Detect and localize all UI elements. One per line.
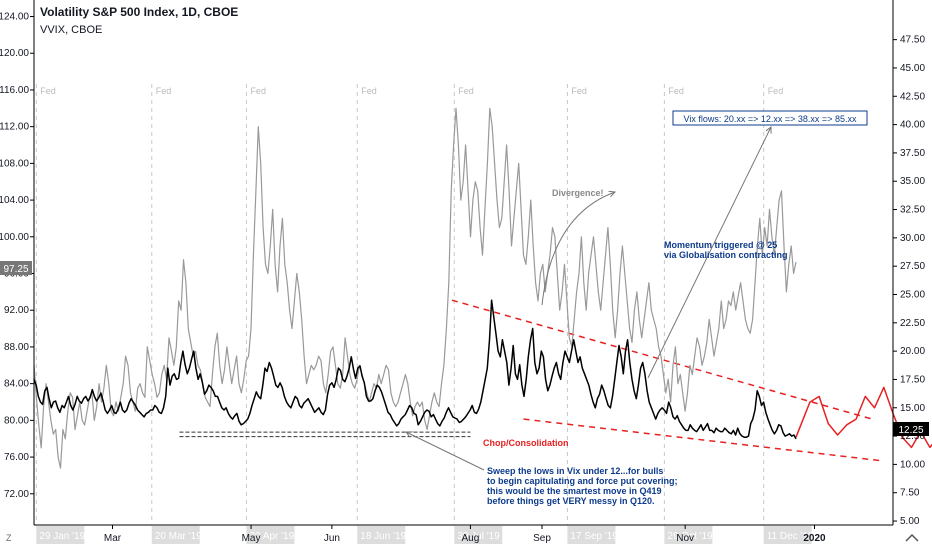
sweep-label-2: to begin capitulating and force put cove… (487, 476, 678, 486)
date-highlight-label: 29 Jan '19 (39, 531, 85, 542)
left-tick-label: 88.00 (4, 342, 29, 353)
trend-lines (179, 299, 884, 462)
right-tick-label: 15.00 (900, 403, 925, 414)
date-highlight-bg (246, 526, 295, 544)
x-tick-label: Jun (324, 533, 340, 544)
x-tick-label: Sep (533, 533, 551, 544)
divergence-label: Divergence! (552, 188, 604, 198)
date-highlight-label: 18 Jun '19 (360, 531, 406, 542)
sweep-arrow (406, 432, 485, 471)
date-highlight-bg (567, 526, 616, 544)
reset-scale-button[interactable]: Z (6, 533, 12, 543)
date-highlight-label: 30 Jul '19 (457, 531, 500, 542)
date-highlight-label: 20 Mar '19 (155, 531, 202, 542)
x-tick-label: Nov (676, 533, 694, 544)
series-volatility-s-p-500-index (33, 299, 797, 440)
fed-label: Fed (668, 86, 684, 96)
series-projection (795, 386, 932, 449)
vix-flows-text: Vix flows: 20.xx => 12.xx => 38.xx => 85… (684, 114, 857, 124)
right-tick-label: 5.00 (900, 516, 920, 527)
right-price-tag: 12.25 (898, 425, 923, 436)
right-tick-label: 10.00 (900, 459, 925, 470)
right-tick-label: 40.00 (900, 120, 925, 131)
left-tick-label: 100.00 (0, 232, 29, 243)
chevron-up-icon[interactable] (905, 533, 919, 542)
right-tick-label: 17.50 (900, 374, 925, 385)
scroll-up-button[interactable] (905, 533, 919, 542)
right-tick-label: 30.00 (900, 233, 925, 244)
annotations (406, 127, 771, 471)
date-highlight-label: 29 Oct '19 (667, 531, 713, 542)
right-tick-label: 47.50 (900, 35, 925, 46)
right-tick-label: 35.00 (900, 176, 925, 187)
date-highlight-bg (664, 526, 713, 544)
right-tick-label: 25.00 (900, 289, 925, 300)
series-group (33, 107, 932, 469)
fed-label: Fed (458, 86, 474, 96)
sweep-label-1: Sweep the lows in Vix under 12...for bul… (487, 466, 663, 476)
right-tick-label: 12.50 (900, 431, 925, 442)
left-tick-label: 120.00 (0, 48, 29, 59)
date-highlight-bg (36, 526, 85, 544)
date-highlight-bg (454, 526, 503, 544)
series-vvix-cboe (33, 107, 797, 469)
left-tick-label: 80.00 (4, 415, 29, 426)
fed-label: Fed (571, 86, 587, 96)
date-highlight-label: 17 Sep '19 (570, 531, 618, 542)
left-tick-label: 116.00 (0, 85, 29, 96)
momentum-arrow (647, 127, 771, 379)
fed-lines: Fed Fed Fed Fed Fed Fed Fed Fed (35, 84, 784, 525)
left-price-tag: 97.25 (3, 264, 28, 275)
sweep-label-4: before things get VERY messy in Q120. (487, 496, 655, 506)
fed-label: Fed (40, 86, 56, 96)
x-tick-label: 2020 (803, 533, 826, 544)
left-price-tag-bg (0, 261, 32, 275)
right-tick-label: 7.50 (900, 488, 920, 499)
left-tick-label: 76.00 (4, 452, 29, 463)
right-tick-label: 27.50 (900, 261, 925, 272)
lower-trend (523, 418, 884, 462)
right-tick-label: 22.50 (900, 318, 925, 329)
date-highlight-label: 11 Dec '19 (767, 531, 814, 542)
right-tick-label: 42.50 (900, 91, 925, 102)
right-tick-label: 20.00 (900, 346, 925, 357)
left-tick-label: 108.00 (0, 158, 29, 169)
date-highlight-bg (357, 526, 406, 544)
momentum-label-2: via Globalisation contracting (664, 250, 788, 260)
right-tick-label: 37.50 (900, 148, 925, 159)
x-tick-label: Aug (462, 533, 480, 544)
fed-label: Fed (768, 86, 784, 96)
left-tick-label: 72.00 (4, 489, 29, 500)
right-price-tag-bg (893, 422, 929, 436)
divergence-arrow (541, 192, 615, 306)
date-highlight-bg (763, 526, 812, 544)
left-tick-label: 92.00 (4, 305, 29, 316)
x-tick-label: May (242, 533, 261, 544)
vix-flows-box (672, 110, 868, 126)
fed-label: Fed (361, 86, 377, 96)
date-highlight-label: 30 Apr '19 (249, 531, 294, 542)
right-tick-label: 32.50 (900, 205, 925, 216)
chart-title: Volatility S&P 500 Index, 1D, CBOE (40, 5, 238, 19)
reset-scale-icon[interactable]: Z (6, 533, 12, 543)
chop-label: Chop/Consolidation (483, 438, 569, 448)
chart-subtitle: VVIX, CBOE (40, 24, 102, 36)
x-tick-label: Mar (104, 533, 122, 544)
left-tick-label: 84.00 (4, 379, 29, 390)
date-highlight-bg (151, 526, 200, 544)
left-tick-label: 124.00 (0, 12, 29, 23)
fed-label: Fed (250, 86, 266, 96)
left-tick-label: 112.00 (0, 122, 29, 133)
sweep-label-3: this would be the smartest move in Q419 (487, 486, 662, 496)
fed-label: Fed (156, 86, 172, 96)
left-tick-label: 104.00 (0, 195, 29, 206)
upper-trend (451, 299, 873, 420)
momentum-label-1: Momentum triggered @ 25 (664, 240, 777, 250)
right-tick-label: 45.00 (900, 63, 925, 74)
